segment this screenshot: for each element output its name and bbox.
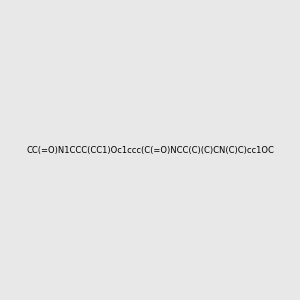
Text: CC(=O)N1CCC(CC1)Oc1ccc(C(=O)NCC(C)(C)CN(C)C)cc1OC: CC(=O)N1CCC(CC1)Oc1ccc(C(=O)NCC(C)(C)CN(…: [26, 146, 274, 154]
